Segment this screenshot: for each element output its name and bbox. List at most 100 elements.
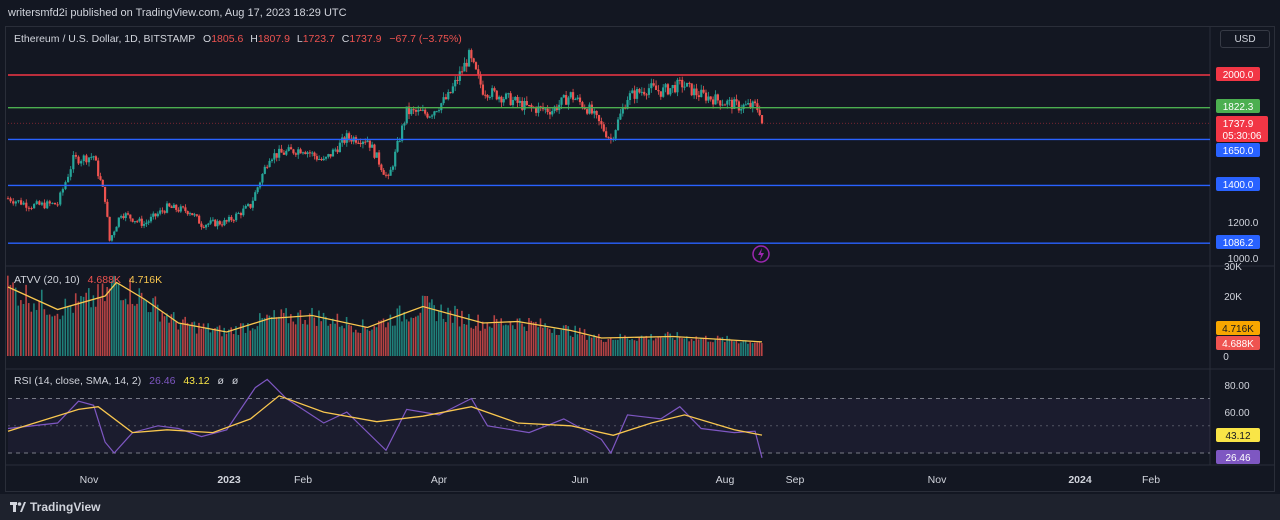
volume-bar [108,288,111,356]
candle-body [221,224,224,226]
volume-bar [681,338,683,356]
candle-body [700,89,703,98]
volume-bar [553,328,556,356]
volume-bar [721,337,724,356]
candle-body [391,166,394,170]
volume-bar [366,329,369,356]
volume-bar [59,319,61,356]
candle-body [387,174,390,176]
volume-bar [481,321,484,356]
candle-body [567,97,570,105]
volume-bar [674,339,676,356]
volume-bar [12,282,14,356]
level-badge-1400: 1400.0 [1216,177,1260,191]
volume-bar [237,334,240,356]
volume-bar [756,342,758,356]
volume-bar [133,305,136,356]
volume-bar [484,328,486,356]
volume-bar [35,309,38,356]
volume-bar [488,326,491,356]
candle-body [270,159,274,161]
volume-bar [633,340,636,356]
volume-bar [97,284,99,356]
volume-bar [85,292,87,356]
volume-bar [30,311,33,356]
volume-bar [709,341,712,356]
candle-body [138,218,141,222]
volume-bar [461,310,463,356]
candle-body [106,201,109,217]
volume-bar [479,330,482,356]
candle-body [614,130,617,139]
volume-bar [359,332,362,356]
tradingview-brand[interactable]: TradingView [30,500,101,514]
candle-body [692,88,696,96]
candle-body [690,83,693,96]
volume-bar [569,335,572,356]
volume-bar [131,303,134,356]
volume-bar [82,296,85,356]
currency-button[interactable]: USD [1220,30,1270,48]
candle-body [681,79,684,88]
volume-bar [273,310,275,356]
candle-body [30,207,33,209]
candle-body [254,192,257,201]
volume-bar [398,305,401,356]
volume-bar [110,281,113,356]
candle-body [638,89,641,93]
candle-body [268,160,271,168]
candle-body [581,102,584,108]
volume-bar [320,321,323,356]
volume-bar [451,322,454,356]
volume-bar [147,312,150,356]
volume-bar [683,338,686,356]
candle-body [384,174,388,176]
lightning-icon[interactable] [752,245,770,263]
candle-body [80,161,83,164]
volume-bar [306,324,309,356]
volume-bar [67,305,69,356]
volume-bar [442,318,445,356]
candle-body [216,221,219,227]
volume-bar [664,333,667,356]
candle-body [181,206,185,208]
candle-body [590,104,593,114]
candle-body [371,144,374,148]
horizontal-levels[interactable] [8,74,1210,244]
volume-bar [17,305,20,356]
candle-body [479,74,482,85]
tradingview-logo-icon[interactable] [10,500,26,514]
volume-bar [357,332,359,356]
volume-bar [486,322,489,356]
candle-body [209,220,212,224]
volume-bar [315,325,318,356]
volume-bar [405,319,408,356]
candle-body [714,94,717,105]
volume-bar [758,341,761,356]
volume-bar [266,314,268,356]
volume-bar [244,332,247,356]
candle-body [560,97,563,105]
volume-bar [626,338,629,356]
candle-body [161,210,164,212]
time-tick: Apr [431,474,448,486]
volume-bar [46,314,48,356]
price-tick: 1000.0 [1228,254,1259,265]
candle-body [301,152,305,154]
volume-bar [562,325,565,356]
candlestick-series[interactable] [6,48,764,242]
volume-bar [221,336,223,356]
volume-bar [579,327,581,356]
bar-countdown: 05:30:06 [1223,131,1262,142]
candle-body [278,148,281,158]
volume-legend-value: 4.688K [88,274,121,286]
volume-bar [22,303,25,356]
candle-body [126,213,130,215]
candle-body [605,131,608,138]
volume-bar [472,328,475,356]
time-axis[interactable]: Nov 2023 Feb Apr Jun Aug Sep Nov 2024 Feb [80,474,1161,486]
candle-body [737,101,740,111]
candle-body [175,204,178,210]
volume-bar [558,334,560,356]
